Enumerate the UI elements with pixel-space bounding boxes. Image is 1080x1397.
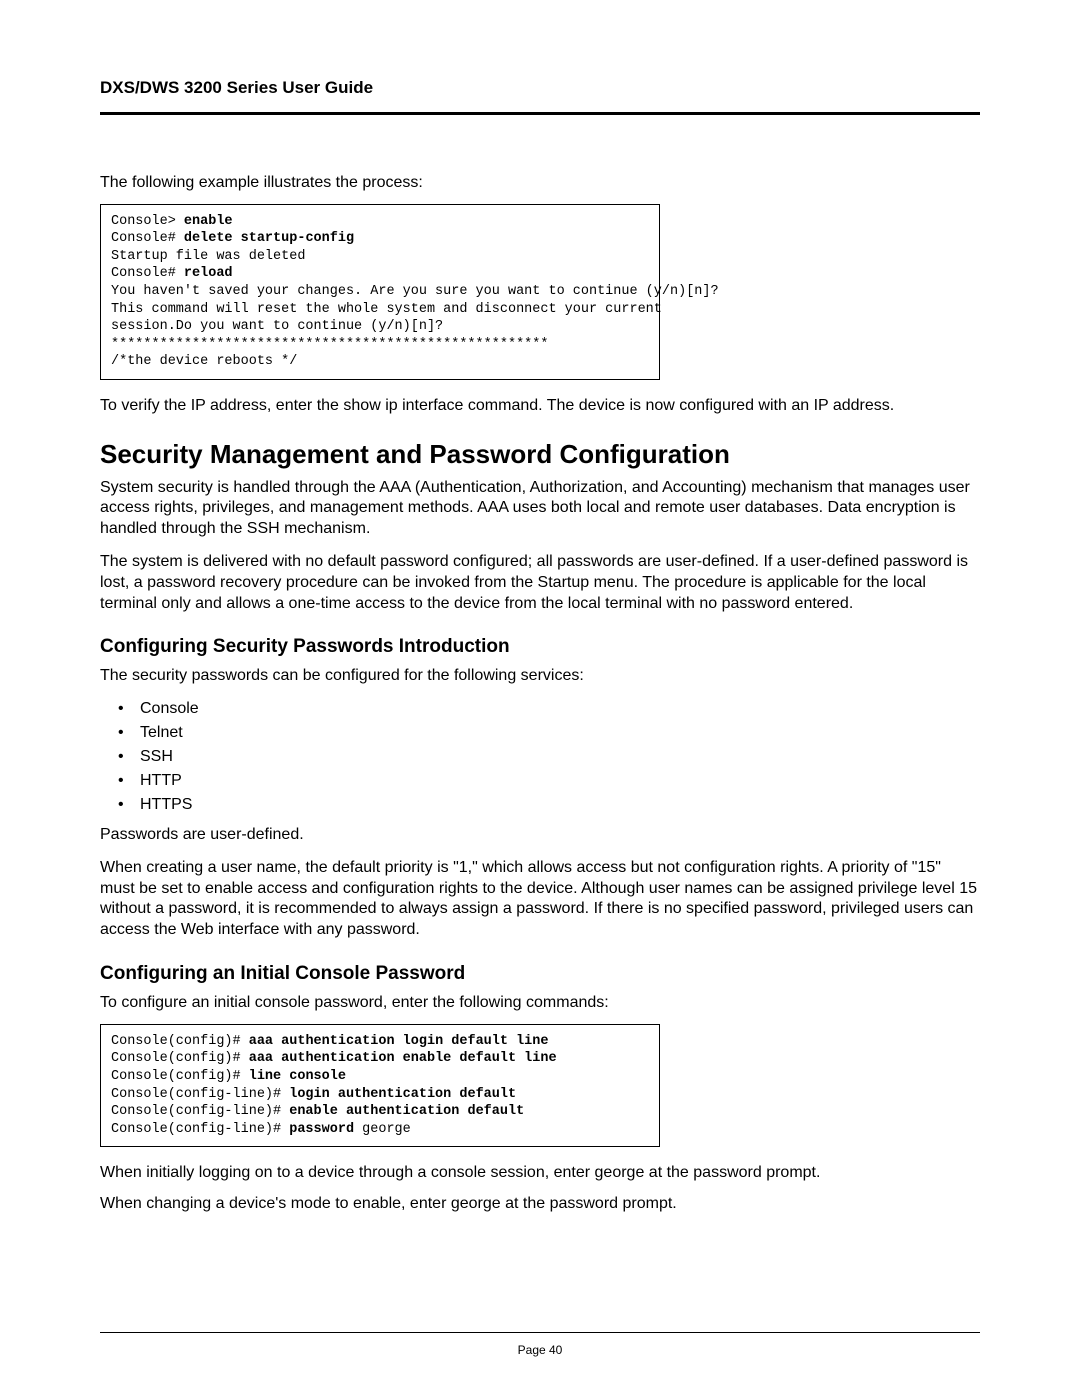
list-item: HTTP — [100, 769, 980, 793]
code-line: Console# — [111, 231, 184, 246]
code-line: /*the device reboots */ — [111, 354, 297, 369]
paragraph: Passwords are user-defined. — [100, 825, 980, 846]
code-bold: delete startup-config — [184, 231, 354, 246]
footer-rule — [100, 1332, 980, 1333]
list-item: SSH — [100, 745, 980, 769]
code-bold: line console — [249, 1069, 346, 1084]
code-bold: aaa authentication login default line — [249, 1034, 549, 1049]
page-footer: Page 40 — [100, 1332, 980, 1357]
paragraph: When initially logging on to a device th… — [100, 1163, 980, 1184]
verify-text: To verify the IP address, enter the show… — [100, 396, 980, 417]
document-page: DXS/DWS 3200 Series User Guide The follo… — [0, 0, 1080, 1397]
intro-text: The following example illustrates the pr… — [100, 173, 980, 194]
code-bold: enable — [184, 214, 233, 229]
code-line: session.Do you want to continue (y/n)[n]… — [111, 319, 443, 334]
code-line: Console(config-line)# — [111, 1104, 289, 1119]
list-item: Console — [100, 697, 980, 721]
code-line: Startup file was deleted — [111, 249, 305, 264]
code-line: Console(config)# — [111, 1069, 249, 1084]
section-heading: Security Management and Password Configu… — [100, 439, 980, 470]
header-title: DXS/DWS 3200 Series User Guide — [100, 78, 980, 98]
subsection-heading: Configuring Security Passwords Introduct… — [100, 636, 980, 658]
code-line: Console(config-line)# — [111, 1087, 289, 1102]
code-block-1: Console> enable Console# delete startup-… — [100, 204, 660, 380]
code-block-2: Console(config)# aaa authentication logi… — [100, 1024, 660, 1147]
paragraph: System security is handled through the A… — [100, 478, 980, 540]
page-number: Page 40 — [100, 1343, 980, 1357]
list-item: HTTPS — [100, 793, 980, 817]
header-rule — [100, 112, 980, 115]
code-bold: reload — [184, 266, 233, 281]
code-line: Console(config)# — [111, 1051, 249, 1066]
code-line: This command will reset the whole system… — [111, 302, 662, 317]
services-list: Console Telnet SSH HTTP HTTPS — [100, 697, 980, 817]
paragraph: The system is delivered with no default … — [100, 552, 980, 614]
paragraph: When creating a user name, the default p… — [100, 858, 980, 941]
paragraph: The security passwords can be configured… — [100, 666, 980, 687]
paragraph: When changing a device's mode to enable,… — [100, 1194, 980, 1215]
code-line: george — [354, 1122, 411, 1137]
code-line: Console(config)# — [111, 1034, 249, 1049]
list-item: Telnet — [100, 721, 980, 745]
code-bold: password — [289, 1122, 354, 1137]
code-line: Console# — [111, 266, 184, 281]
code-line: You haven't saved your changes. Are you … — [111, 284, 719, 299]
subsection-heading: Configuring an Initial Console Password — [100, 963, 980, 985]
code-line: Console(config-line)# — [111, 1122, 289, 1137]
paragraph: To configure an initial console password… — [100, 993, 980, 1014]
code-line: ****************************************… — [111, 337, 548, 352]
code-bold: login authentication default — [289, 1087, 516, 1102]
code-bold: enable authentication default — [289, 1104, 524, 1119]
code-line: Console> — [111, 214, 184, 229]
code-bold: aaa authentication enable default line — [249, 1051, 557, 1066]
